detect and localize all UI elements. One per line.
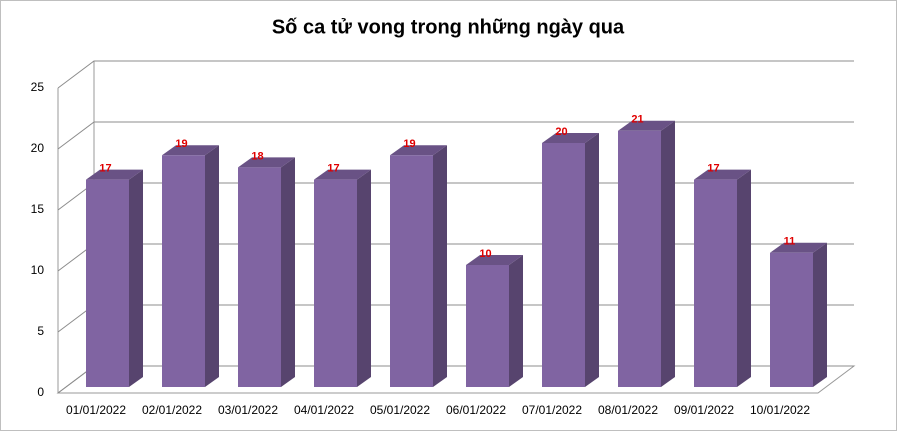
bar-front <box>542 143 585 387</box>
value-label: 19 <box>403 138 415 150</box>
bar <box>542 133 599 387</box>
x-tick-label: 10/01/2022 <box>750 403 810 417</box>
bar-side <box>129 169 143 387</box>
x-tick-label: 07/01/2022 <box>522 403 582 417</box>
bar-side <box>661 120 675 388</box>
value-label: 21 <box>631 114 643 126</box>
x-tick-label: 09/01/2022 <box>674 403 734 417</box>
bar-side <box>357 169 371 387</box>
y-tick-label: 15 <box>31 202 45 216</box>
chart-title: Số ca tử vong trong những ngày qua <box>272 16 625 38</box>
bar-front <box>238 167 281 387</box>
value-label: 19 <box>175 138 187 150</box>
y-tick-label: 20 <box>31 141 45 155</box>
bar-top <box>694 169 751 180</box>
bar-front <box>390 155 433 387</box>
bar-top <box>162 145 219 156</box>
bar-front <box>314 179 357 387</box>
bar <box>162 145 219 387</box>
bar-side <box>509 255 523 387</box>
bar-side <box>737 169 751 387</box>
value-label: 17 <box>99 163 111 175</box>
bar-top <box>466 255 523 265</box>
grid-line <box>57 121 854 150</box>
x-tick-label: 04/01/2022 <box>294 403 354 417</box>
bar <box>618 120 675 388</box>
bar-side <box>813 242 827 387</box>
bar-top <box>542 133 599 143</box>
x-tick-label: 02/01/2022 <box>142 403 202 417</box>
bar <box>770 242 827 387</box>
bar-side <box>585 133 599 387</box>
bar-top <box>86 169 143 180</box>
bar <box>238 157 295 387</box>
grid-line <box>57 60 854 89</box>
bar-side <box>205 145 219 387</box>
bar-front <box>770 252 813 387</box>
y-tick-label: 25 <box>31 80 45 94</box>
bar <box>314 169 371 387</box>
value-label: 18 <box>251 150 263 162</box>
y-tick-label: 0 <box>37 385 44 399</box>
x-tick-label: 05/01/2022 <box>370 403 430 417</box>
bar-front <box>694 179 737 387</box>
bar-top <box>238 157 295 168</box>
bar-top <box>314 169 371 180</box>
bar-top <box>618 120 675 131</box>
y-tick-label: 10 <box>31 263 45 277</box>
bar <box>390 145 447 387</box>
bar-front <box>618 130 661 388</box>
value-label: 10 <box>479 248 491 260</box>
value-label: 17 <box>327 163 339 175</box>
x-tick-label: 06/01/2022 <box>446 403 506 417</box>
bar <box>466 255 523 387</box>
x-tick-label: 08/01/2022 <box>598 403 658 417</box>
bar <box>694 169 751 387</box>
y-tick-label: 5 <box>37 324 44 338</box>
value-label: 17 <box>707 163 719 175</box>
bar-front <box>162 155 205 387</box>
bar-top <box>390 145 447 156</box>
bar-side <box>281 157 295 387</box>
bar-side <box>433 145 447 387</box>
value-label: 11 <box>784 236 796 248</box>
bar-front <box>466 265 509 387</box>
bar <box>86 169 143 387</box>
x-tick-label: 03/01/2022 <box>218 403 278 417</box>
bar-front <box>86 179 129 387</box>
bar-top <box>770 242 827 253</box>
value-label: 20 <box>555 126 567 138</box>
x-tick-label: 01/01/2022 <box>66 403 126 417</box>
